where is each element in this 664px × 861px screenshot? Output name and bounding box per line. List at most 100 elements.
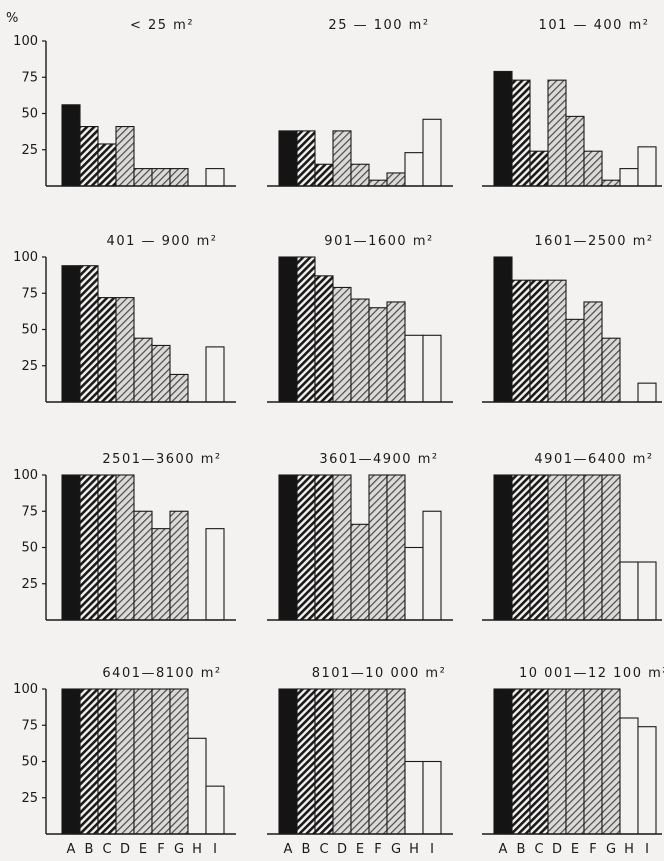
- panel-title: 101 — 400 m²: [539, 18, 650, 33]
- x-tick-label: I: [645, 842, 649, 857]
- bar-b: [296, 256, 316, 403]
- chart-panel: 8101—10 000 m² A B C D E F G H I: [267, 666, 453, 857]
- bar-a: [493, 70, 513, 187]
- x-tick-label: A: [67, 842, 76, 857]
- x-tick-label: I: [213, 842, 217, 857]
- bar-i: [422, 118, 442, 187]
- bar-g: [601, 179, 621, 187]
- bar-c: [529, 279, 549, 403]
- bar-i: [422, 760, 442, 835]
- bar-g: [601, 337, 621, 403]
- bar-e: [565, 115, 585, 187]
- x-tick-label: E: [356, 842, 364, 857]
- y-tick-label: 50: [21, 755, 38, 770]
- y-tick-label: 75: [21, 286, 38, 301]
- bar-i: [637, 146, 657, 187]
- panel-title: 6401—8100 m²: [102, 666, 221, 681]
- bar-b: [296, 474, 316, 621]
- bar-d: [332, 130, 352, 187]
- y-tick-label: 25: [21, 143, 38, 158]
- x-tick-label: G: [391, 842, 401, 857]
- bar-d: [332, 688, 352, 835]
- bar-d: [547, 688, 567, 835]
- bar-i: [637, 561, 657, 621]
- x-tick-label: A: [499, 842, 508, 857]
- x-tick-label: B: [302, 842, 311, 857]
- bar-f: [368, 688, 388, 835]
- bar-d: [115, 297, 135, 403]
- bar-i: [422, 510, 442, 621]
- x-tick-label: D: [337, 842, 347, 857]
- bar-g: [169, 373, 189, 403]
- x-tick-label: C: [319, 842, 328, 857]
- bar-h: [404, 334, 424, 403]
- bar-d: [547, 79, 567, 187]
- panel-title: 901—1600 m²: [324, 234, 433, 249]
- chart-panel: 1601—2500 m²: [482, 234, 662, 403]
- x-tick-label: B: [517, 842, 526, 857]
- bar-d: [547, 474, 567, 621]
- y-tick-label: 75: [21, 70, 38, 85]
- panel-title: 10 001—12 100 m²: [519, 666, 664, 681]
- bar-c: [529, 688, 549, 835]
- chart-panel: 101 — 400 m²: [482, 18, 662, 187]
- bar-b: [79, 126, 99, 187]
- x-tick-label: D: [120, 842, 130, 857]
- bar-b: [79, 265, 99, 403]
- bar-f: [368, 474, 388, 621]
- bar-h: [404, 546, 424, 621]
- bar-g: [601, 688, 621, 835]
- bar-a: [61, 265, 81, 403]
- bar-a: [278, 130, 298, 187]
- y-tick-label: 25: [21, 577, 38, 592]
- bar-i: [205, 528, 225, 621]
- bar-f: [583, 150, 603, 187]
- bar-b: [296, 688, 316, 835]
- bar-d: [115, 474, 135, 621]
- y-tick-label: 25: [21, 359, 38, 374]
- bar-i: [205, 346, 225, 403]
- x-tick-label: H: [624, 842, 634, 857]
- bar-g: [601, 474, 621, 621]
- panel-title: 1601—2500 m²: [534, 234, 653, 249]
- x-tick-label: E: [139, 842, 147, 857]
- bar-g: [386, 474, 406, 621]
- bar-c: [97, 297, 117, 403]
- bar-g: [169, 168, 189, 187]
- bar-h: [619, 717, 639, 835]
- x-tick-label: F: [374, 842, 381, 857]
- bar-h: [404, 152, 424, 187]
- bar-g: [169, 688, 189, 835]
- bar-d: [332, 474, 352, 621]
- x-tick-label: H: [409, 842, 419, 857]
- chart-panel: < 25 m² 100 75 50 25: [13, 18, 236, 187]
- bar-e: [350, 163, 370, 187]
- bar-e: [350, 523, 370, 621]
- bar-e: [133, 168, 153, 187]
- bar-h: [619, 561, 639, 621]
- bar-c: [314, 275, 334, 403]
- x-tick-label: B: [85, 842, 94, 857]
- x-tick-label: I: [430, 842, 434, 857]
- bar-g: [386, 688, 406, 835]
- bar-i: [205, 785, 225, 835]
- bar-c: [97, 688, 117, 835]
- bar-h: [187, 737, 207, 835]
- bar-e: [133, 510, 153, 621]
- bar-e: [565, 474, 585, 621]
- bar-b: [511, 279, 531, 403]
- bar-a: [61, 474, 81, 621]
- bar-f: [151, 528, 171, 621]
- chart-panel: 4901—6400 m²: [482, 452, 662, 621]
- bar-f: [583, 474, 603, 621]
- bar-i: [205, 168, 225, 187]
- bar-g: [386, 172, 406, 187]
- bar-c: [97, 474, 117, 621]
- x-tick-label: F: [157, 842, 164, 857]
- bar-g: [169, 510, 189, 621]
- bar-f: [151, 688, 171, 835]
- bar-e: [565, 688, 585, 835]
- bar-b: [511, 688, 531, 835]
- bar-a: [278, 688, 298, 835]
- chart-panel: 6401—8100 m² 100 75 50 25 A B C D E F G H I: [13, 666, 236, 857]
